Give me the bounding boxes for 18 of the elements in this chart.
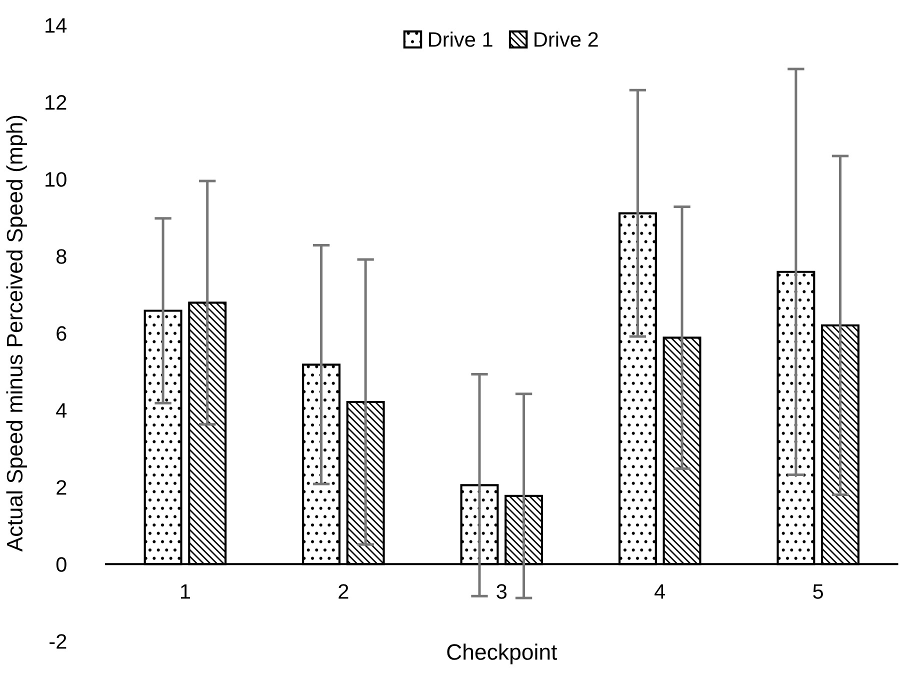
y-tick-label: -2 [50, 634, 66, 649]
y-tick-label: 2 [56, 480, 66, 495]
x-tick-label: 2 [338, 584, 348, 599]
x-tick-label: 1 [180, 584, 190, 599]
y-tick-label: 12 [46, 95, 66, 110]
x-axis-title: Checkpoint [447, 644, 558, 664]
y-tick-label: 4 [56, 403, 67, 418]
y-tick-label: 0 [56, 557, 66, 572]
legend-label: Drive 1 [429, 32, 492, 47]
x-tick-label: 4 [654, 584, 666, 599]
y-tick-label: 8 [56, 249, 66, 264]
y-tick-label: 10 [46, 172, 66, 187]
x-tick-label: 5 [813, 584, 824, 599]
legend-label: Drive 2 [534, 32, 598, 47]
x-tick-label: 3 [496, 584, 507, 599]
y-tick-label: 6 [56, 326, 66, 341]
y-tick-label: 14 [46, 18, 67, 33]
y-axis-title: Actual Speed minus Perceived Speed (mph) [6, 116, 27, 552]
